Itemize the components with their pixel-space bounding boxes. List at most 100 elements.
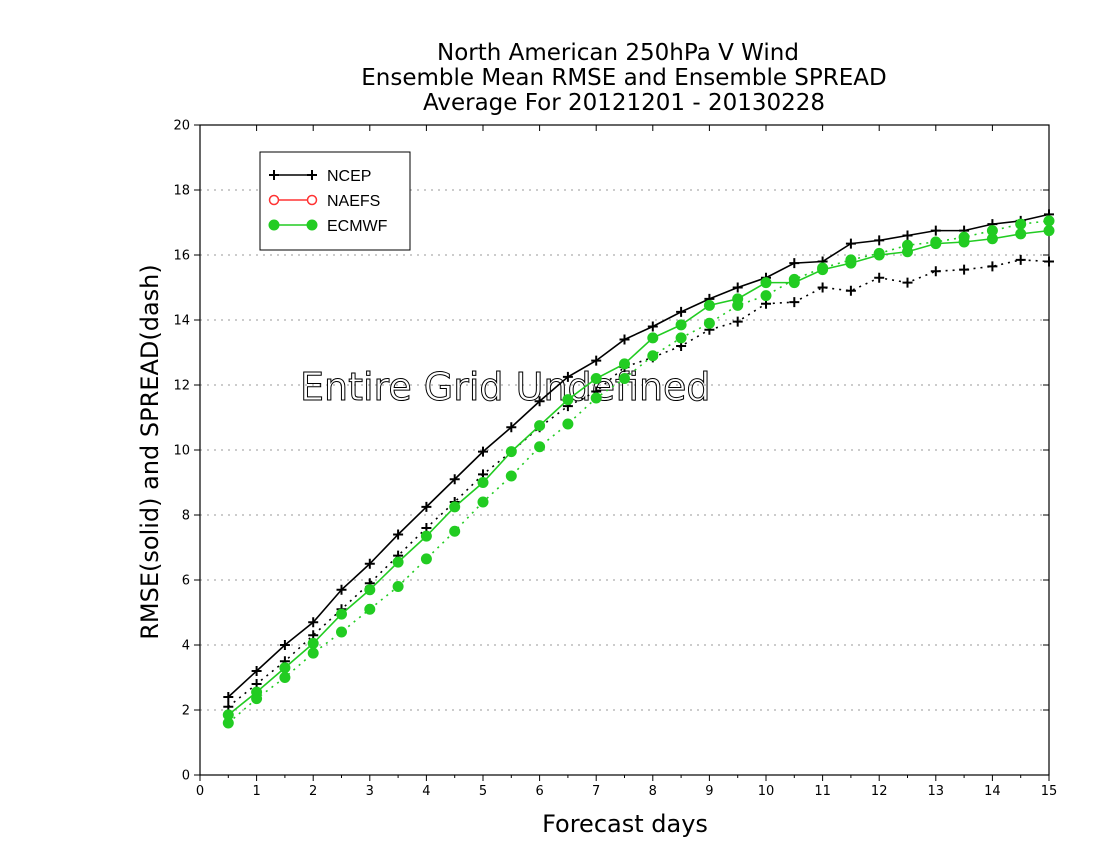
y-axis-label: RMSE(solid) and SPREAD(dash)	[136, 264, 164, 640]
point-ecmwf-dash-15	[647, 350, 659, 362]
point-ecmwf-dash-14	[619, 373, 630, 384]
chart-title-line-3: Average For 20121201 - 20130228	[423, 90, 825, 116]
y-axis: 0 2 4 6 8 10 12 14 16 18 20	[173, 119, 1049, 784]
point-ecmwf-dash-18	[732, 299, 744, 311]
y-tick-label-16: 16	[173, 249, 190, 264]
point-ecmwf-dash-21	[817, 262, 829, 274]
grid-undefined-annotation: Entire Grid Undefined	[300, 365, 711, 409]
point-ecmwf-solid-13	[590, 373, 602, 384]
y-tick-label-20: 20	[173, 119, 190, 134]
point-ecmwf-dash-28	[1015, 218, 1027, 230]
point-ecmwf-dash-8	[449, 525, 461, 537]
point-ecmwf-dash-3	[307, 647, 319, 659]
y-tick-label-4: 4	[182, 639, 190, 654]
x-tick-label-6: 6	[535, 784, 543, 799]
point-ecmwf-solid-11	[534, 420, 546, 432]
point-ecmwf-dash-26	[958, 231, 970, 243]
legend-marker-right-naefs	[306, 194, 318, 206]
legend-marker-right-ecmwf	[306, 219, 318, 231]
series-ecmwf-solid	[222, 225, 1055, 721]
point-ecmwf-dash-27	[986, 225, 998, 237]
point-ecmwf-solid-2	[279, 662, 291, 674]
x-tick-label-13: 13	[928, 784, 945, 799]
legend-marker-left-naefs	[268, 194, 280, 206]
x-tick-label-9: 9	[705, 784, 713, 799]
point-ecmwf-dash-29	[1043, 215, 1055, 227]
point-ecmwf-dash-16	[675, 332, 687, 344]
x-tick-label-14: 14	[984, 784, 1001, 799]
series-layer	[222, 209, 1055, 729]
x-tick-label-1: 1	[252, 784, 260, 799]
x-tick-label-10: 10	[758, 784, 775, 799]
point-ecmwf-solid-7	[420, 530, 432, 542]
x-tick-label-7: 7	[592, 784, 600, 799]
point-ecmwf-solid-12	[562, 394, 574, 406]
legend-entry-ecmwf: ECMWF	[268, 218, 388, 235]
point-ecmwf-dash-11	[534, 441, 546, 453]
y-tick-label-2: 2	[182, 704, 190, 719]
point-ecmwf-dash-6	[392, 581, 404, 592]
x-tick-label-15: 15	[1041, 784, 1058, 799]
x-tick-label-4: 4	[422, 784, 430, 799]
chart-title-line-1: North American 250hPa V Wind	[437, 40, 799, 66]
legend: NCEP NAEFS ECMWF	[259, 151, 411, 251]
series-ncep-solid	[223, 209, 1054, 702]
point-ecmwf-dash-4	[336, 626, 347, 638]
point-ecmwf-dash-17	[703, 317, 715, 329]
point-ecmwf-solid-6	[392, 556, 404, 568]
point-ecmwf-dash-24	[902, 239, 913, 251]
point-ecmwf-dash-7	[420, 553, 432, 565]
legend-label-naefs: NAEFS	[327, 193, 380, 210]
point-ecmwf-dash-9	[477, 496, 489, 508]
point-ecmwf-dash-13	[590, 392, 602, 404]
x-tick-label-0: 0	[196, 784, 204, 799]
series-line-ecmwf-solid	[227, 229, 1050, 716]
legend-label-ncep: NCEP	[327, 168, 371, 185]
point-ecmwf-solid-14	[619, 358, 630, 370]
point-ecmwf-dash-12	[562, 418, 574, 430]
point-ecmwf-dash-1	[251, 693, 263, 705]
y-tick-label-8: 8	[182, 509, 190, 524]
point-ecmwf-dash-22	[845, 254, 857, 266]
series-line-ecmwf-dash	[227, 220, 1050, 724]
series-ecmwf-dash	[222, 215, 1055, 729]
x-tick-label-8: 8	[649, 784, 657, 799]
point-ecmwf-dash-19	[760, 290, 772, 302]
legend-label-ecmwf: ECMWF	[327, 218, 388, 235]
legend-entry-ncep: NCEP	[269, 168, 371, 185]
x-tick-label-3: 3	[366, 784, 374, 799]
point-ecmwf-solid-17	[703, 299, 715, 311]
point-ecmwf-solid-19	[760, 277, 772, 289]
point-ecmwf-solid-5	[364, 584, 376, 596]
point-ecmwf-dash-10	[505, 470, 517, 482]
point-ecmwf-solid-16	[675, 319, 687, 331]
y-tick-label-14: 14	[173, 314, 190, 329]
x-tick-label-2: 2	[309, 784, 317, 799]
legend-entry-naefs: NAEFS	[268, 193, 380, 210]
point-ecmwf-solid-15	[647, 332, 659, 344]
series-line-ncep-dash	[227, 259, 1050, 708]
point-ecmwf-solid-4	[336, 608, 347, 620]
gridlines	[200, 189, 1049, 711]
point-ecmwf-dash-25	[930, 236, 942, 248]
chart-title-line-2: Ensemble Mean RMSE and Ensemble SPREAD	[361, 65, 886, 91]
point-ecmwf-solid-10	[505, 446, 517, 458]
x-tick-label-12: 12	[871, 784, 888, 799]
point-ecmwf-solid-9	[477, 477, 489, 488]
series-ncep-dash	[223, 254, 1054, 712]
x-tick-label-5: 5	[479, 784, 487, 799]
x-tick-label-11: 11	[814, 784, 831, 799]
point-ecmwf-solid-28	[1015, 228, 1027, 240]
y-tick-label-0: 0	[182, 769, 190, 784]
y-tick-label-12: 12	[173, 379, 190, 394]
x-axis: 0 1 2 3 4 5 6 7 8 9 10 11 12 13 14 15	[196, 125, 1057, 799]
point-ecmwf-dash-23	[873, 247, 885, 259]
point-ecmwf-dash-0	[222, 717, 234, 729]
point-ecmwf-dash-20	[788, 273, 800, 285]
point-ecmwf-solid-8	[449, 501, 461, 513]
legend-marker-left-ecmwf	[268, 219, 280, 231]
legend-box	[259, 151, 411, 251]
y-tick-label-6: 6	[182, 574, 190, 589]
series-line-ncep-solid	[227, 213, 1050, 698]
y-tick-label-18: 18	[173, 184, 190, 199]
